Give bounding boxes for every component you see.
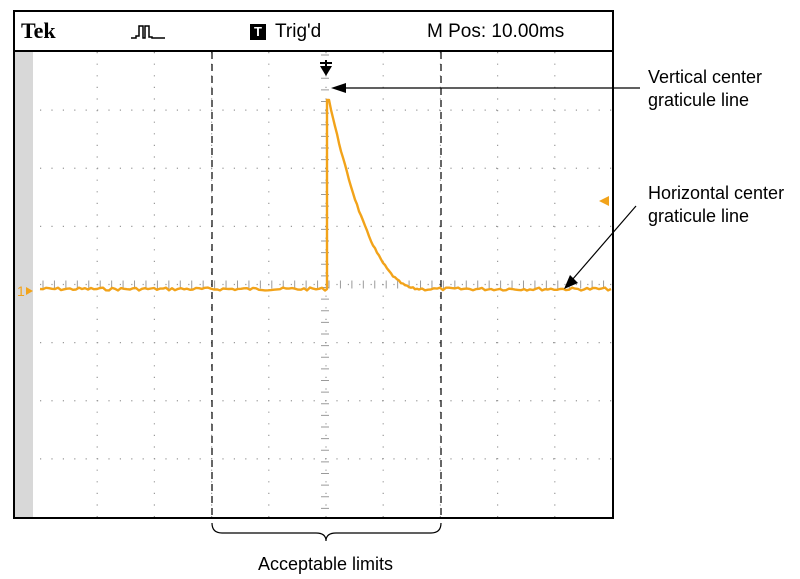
status-bar: Tek T Trig'd M Pos: 10.00ms	[15, 12, 612, 52]
main-position-readout: M Pos: 10.00ms	[427, 21, 565, 42]
channel-1-arrow-icon	[26, 287, 33, 295]
brand-logo: Tek	[21, 18, 56, 43]
channel-1-trace	[39, 98, 612, 292]
pulse-waveform-icon	[131, 25, 165, 39]
oscilloscope-display: Tek T Trig'd M Pos: 10.00ms	[13, 10, 614, 519]
horizontal-callout-arrow	[564, 205, 637, 289]
vertical-callout-line-2: graticule line	[648, 90, 750, 110]
center-graticule-ticks	[42, 54, 605, 509]
trigger-level-arrow-icon	[599, 196, 609, 206]
channel-1-marker: 1	[17, 283, 25, 299]
vertical-center-callout: Vertical center graticule line	[648, 66, 762, 112]
acceptable-limits-label: Acceptable limits	[258, 554, 394, 574]
horizontal-callout-line-2: graticule line	[648, 206, 750, 226]
trigger-position-marker-icon	[320, 60, 332, 76]
vertical-callout-arrow	[331, 83, 640, 93]
vertical-callout-line-1: Vertical center	[648, 67, 763, 87]
acceptable-limits-brace	[211, 522, 442, 542]
trigger-status: Trig'd	[275, 21, 322, 42]
horizontal-center-callout: Horizontal center graticule line	[648, 182, 784, 228]
left-margin-strip	[15, 52, 33, 517]
horizontal-callout-line-1: Horizontal center	[648, 183, 785, 203]
trigger-badge: T	[250, 24, 266, 40]
